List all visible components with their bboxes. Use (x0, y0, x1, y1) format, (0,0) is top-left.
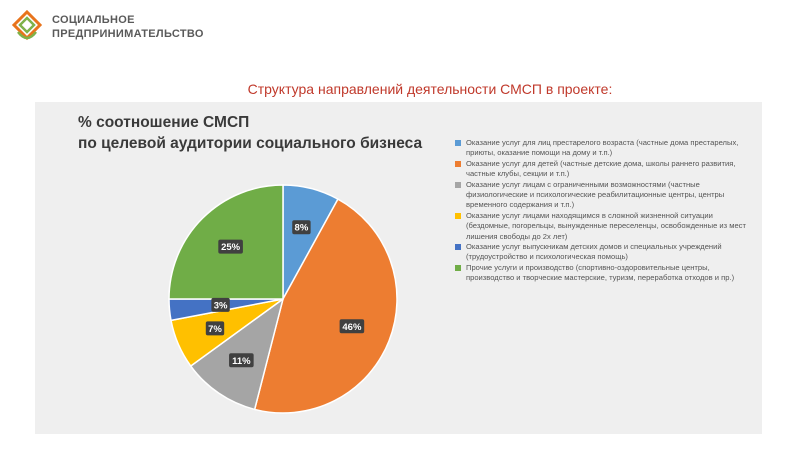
legend-label: Оказание услуг лицам с ограниченными воз… (466, 179, 725, 210)
legend-swatch (455, 181, 461, 188)
legend-swatch (455, 244, 461, 251)
legend-item-5: Прочие услуги и производство (спортивно-… (455, 263, 755, 284)
legend-item-2: Оказание услуг лицам с ограниченными воз… (455, 180, 755, 211)
logo-line1: СОЦИАЛЬНОЕ (52, 14, 135, 26)
legend-item-0: Оказание услуг для лиц престарелого возр… (455, 138, 755, 159)
pie-slice-1 (253, 198, 398, 414)
data-label-5: 25% (221, 242, 241, 253)
slide-title: Структура направлений деятельности СМСП … (247, 81, 613, 97)
chart-title-block: % соотношение СМСП по целевой аудитории … (78, 112, 422, 154)
legend-label: Оказание услуг выпускникам детских домов… (466, 242, 722, 262)
logo-text: СОЦИАЛЬНОЕ ПРЕДПРИНИМАТЕЛЬСТВО (52, 13, 204, 41)
logo-emblem-icon (11, 9, 43, 41)
data-label-1: 46% (342, 322, 362, 333)
chart-area: % соотношение СМСП по целевой аудитории … (35, 102, 762, 434)
chart-title: % соотношение СМСП (78, 114, 250, 131)
legend-item-1: Оказание услуг для детей (частные детски… (455, 159, 755, 180)
legend-swatch (455, 212, 461, 219)
logo: СОЦИАЛЬНОЕ ПРЕДПРИНИМАТЕЛЬСТВО (11, 9, 232, 46)
chart-subtitle: по целевой аудитории социального бизнеса (78, 135, 423, 152)
legend-label: Прочие услуги и производство (спортивно-… (466, 262, 735, 283)
data-label-box-3 (205, 321, 225, 336)
data-label-box-1 (339, 319, 365, 334)
data-label-box-5 (218, 239, 243, 254)
legend-label: Оказание услуг для лиц престарелого возр… (466, 138, 739, 158)
data-label-box-4 (211, 297, 230, 312)
legend-swatch (455, 140, 461, 146)
legend-swatch (455, 264, 461, 271)
chart-legend: Оказание услуг для лиц престарелого возр… (455, 138, 755, 284)
data-label-box-2 (229, 353, 254, 368)
legend-item-4: Оказание услуг выпускникам детских домов… (455, 242, 755, 263)
legend-label: Оказание услуг для детей (частные детски… (466, 158, 736, 179)
legend-swatch (455, 160, 461, 167)
data-label-0: 8% (295, 223, 309, 234)
data-label-3: 7% (208, 324, 222, 335)
data-label-4: 3% (214, 300, 228, 311)
data-label-box-0 (292, 220, 311, 235)
logo-line2: ПРЕДПРИНИМАТЕЛЬСТВО (52, 28, 204, 40)
pie-chart: 8% 46% 11% 7% 3% 25% (168, 184, 398, 414)
legend-label: Оказание услуг лицами находящимся в слож… (466, 210, 746, 241)
legend-item-3: Оказание услуг лицами находящимся в слож… (455, 211, 755, 242)
data-label-2: 11% (232, 356, 251, 367)
